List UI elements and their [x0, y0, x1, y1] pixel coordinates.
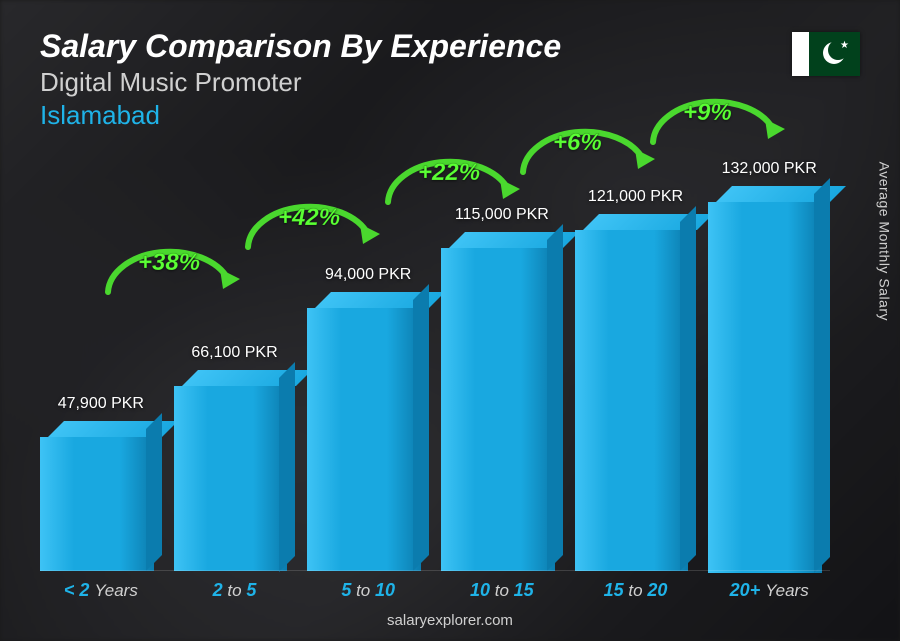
bar-col: 66,100 PKR: [174, 160, 296, 571]
bar-value-label: 94,000 PKR: [325, 266, 411, 284]
x-label: 20+ Years: [708, 580, 830, 601]
bar-value-label: 121,000 PKR: [588, 188, 683, 206]
bar-col: 94,000 PKR: [307, 160, 429, 571]
location-label: Islamabad: [40, 100, 860, 131]
chart-container: Salary Comparison By Experience Digital …: [0, 0, 900, 641]
x-axis-labels: < 2 Years 2 to 5 5 to 10 10 to 15 15 to 20 20…: [40, 580, 830, 601]
flag-white-band: [792, 32, 809, 76]
bars-row: 47,900 PKR 66,100 PKR 94,000 PKR 115,000 PK…: [40, 160, 830, 571]
bar-value-label: 66,100 PKR: [191, 344, 277, 362]
bar-col: 132,000 PKR: [708, 160, 830, 571]
x-label: 15 to 20: [575, 580, 697, 601]
bar: [40, 421, 162, 571]
baseline: [40, 570, 830, 571]
bar: [575, 214, 697, 571]
page-subtitle: Digital Music Promoter: [40, 67, 860, 98]
footer-source: salaryexplorer.com: [0, 612, 900, 629]
y-axis-label: Average Monthly Salary: [876, 161, 892, 320]
flag-green-field: ★: [809, 32, 860, 76]
x-label: 10 to 15: [441, 580, 563, 601]
header: Salary Comparison By Experience Digital …: [40, 28, 860, 131]
bar: [307, 292, 429, 571]
bar-col: 121,000 PKR: [575, 160, 697, 571]
bar: [174, 370, 296, 572]
increase-pct-label: +6%: [553, 129, 602, 157]
bar-value-label: 132,000 PKR: [722, 160, 817, 178]
page-title: Salary Comparison By Experience: [40, 28, 860, 65]
bar-value-label: 115,000 PKR: [455, 206, 549, 224]
x-label: < 2 Years: [40, 580, 162, 601]
bar: [441, 232, 563, 571]
x-label: 2 to 5: [174, 580, 296, 601]
bar-col: 47,900 PKR: [40, 160, 162, 571]
bar-col: 115,000 PKR: [441, 160, 563, 571]
x-label: 5 to 10: [307, 580, 429, 601]
flag-icon: ★: [792, 32, 860, 76]
chart-area: 47,900 PKR 66,100 PKR 94,000 PKR 115,000 PK…: [40, 160, 830, 571]
bar: [708, 186, 830, 573]
flag-star-icon: ★: [840, 40, 849, 51]
bar-value-label: 47,900 PKR: [58, 395, 144, 413]
